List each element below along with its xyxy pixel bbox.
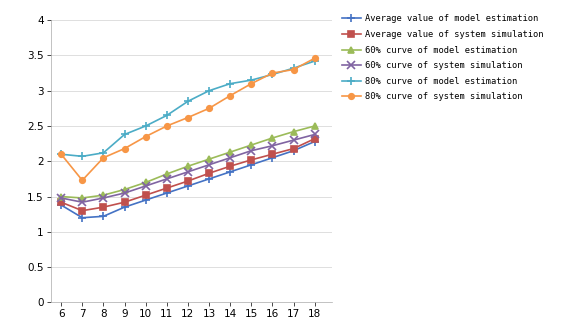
Average value of system simulation (79, 209, 85, 213)
Average value of system simulation (184, 179, 191, 183)
80% curve of model estimation (164, 114, 170, 118)
80% curve of system simulation (248, 82, 255, 86)
Average value of model estimation (206, 177, 212, 181)
Average value of system simulation (121, 200, 128, 204)
Line: Average value of model estimation: Average value of model estimation (57, 137, 319, 222)
60% curve of system simulation (142, 184, 149, 188)
80% curve of system simulation (269, 71, 276, 75)
60% curve of system simulation (58, 196, 65, 200)
80% curve of model estimation (227, 82, 234, 86)
60% curve of model estimation (79, 196, 85, 200)
60% curve of model estimation (164, 172, 170, 176)
60% curve of model estimation (269, 136, 276, 140)
60% curve of system simulation (227, 156, 234, 160)
Average value of model estimation (248, 163, 255, 167)
60% curve of system simulation (248, 149, 255, 153)
80% curve of system simulation (164, 124, 170, 128)
80% curve of model estimation (58, 152, 65, 156)
80% curve of system simulation (290, 68, 297, 72)
80% curve of model estimation (248, 78, 255, 82)
Average value of model estimation (142, 198, 149, 202)
Line: 60% curve of system simulation: 60% curve of system simulation (57, 130, 319, 206)
Average value of system simulation (142, 193, 149, 197)
80% curve of model estimation (290, 66, 297, 70)
80% curve of model estimation (142, 124, 149, 128)
60% curve of model estimation (248, 143, 255, 147)
Average value of model estimation (184, 184, 191, 188)
80% curve of system simulation (100, 156, 107, 160)
80% curve of system simulation (121, 146, 128, 151)
Average value of system simulation (311, 137, 318, 141)
80% curve of model estimation (184, 99, 191, 103)
Average value of system simulation (100, 205, 107, 209)
60% curve of system simulation (121, 191, 128, 195)
60% curve of system simulation (269, 144, 276, 148)
60% curve of model estimation (311, 124, 318, 128)
60% curve of system simulation (311, 132, 318, 136)
60% curve of model estimation (121, 187, 128, 192)
Average value of model estimation (100, 214, 107, 218)
60% curve of system simulation (100, 196, 107, 200)
80% curve of system simulation (58, 152, 65, 156)
60% curve of system simulation (206, 163, 212, 167)
Average value of system simulation (58, 200, 65, 204)
80% curve of model estimation (79, 154, 85, 158)
Average value of system simulation (290, 146, 297, 151)
Average value of model estimation (269, 156, 276, 160)
Line: 80% curve of system simulation: 80% curve of system simulation (58, 55, 318, 183)
80% curve of system simulation (79, 178, 85, 182)
60% curve of system simulation (290, 138, 297, 142)
Legend: Average value of model estimation, Average value of system simulation, 60% curve: Average value of model estimation, Avera… (342, 14, 543, 101)
Average value of model estimation (121, 205, 128, 209)
80% curve of model estimation (311, 59, 318, 63)
80% curve of model estimation (269, 73, 276, 77)
Average value of model estimation (79, 216, 85, 220)
Line: 60% curve of model estimation: 60% curve of model estimation (58, 123, 318, 202)
Average value of model estimation (290, 149, 297, 153)
Average value of model estimation (58, 203, 65, 207)
80% curve of model estimation (121, 132, 128, 136)
80% curve of model estimation (100, 151, 107, 155)
Line: Average value of system simulation: Average value of system simulation (58, 136, 318, 213)
60% curve of system simulation (184, 170, 191, 174)
60% curve of model estimation (142, 180, 149, 184)
Average value of system simulation (248, 158, 255, 162)
60% curve of model estimation (184, 164, 191, 168)
Average value of model estimation (164, 191, 170, 195)
Line: 80% curve of model estimation: 80% curve of model estimation (57, 57, 319, 161)
80% curve of system simulation (311, 56, 318, 60)
80% curve of system simulation (184, 116, 191, 120)
80% curve of system simulation (206, 107, 212, 111)
60% curve of model estimation (206, 157, 212, 161)
60% curve of model estimation (100, 193, 107, 197)
80% curve of system simulation (227, 94, 234, 98)
80% curve of model estimation (206, 89, 212, 93)
80% curve of system simulation (142, 135, 149, 139)
Average value of system simulation (269, 152, 276, 156)
Average value of model estimation (311, 139, 318, 143)
60% curve of system simulation (79, 200, 85, 204)
60% curve of model estimation (290, 130, 297, 134)
Average value of system simulation (164, 186, 170, 190)
Average value of system simulation (227, 164, 234, 168)
Average value of system simulation (206, 171, 212, 175)
Average value of model estimation (227, 170, 234, 174)
60% curve of model estimation (58, 195, 65, 199)
60% curve of model estimation (227, 150, 234, 154)
60% curve of system simulation (164, 177, 170, 181)
